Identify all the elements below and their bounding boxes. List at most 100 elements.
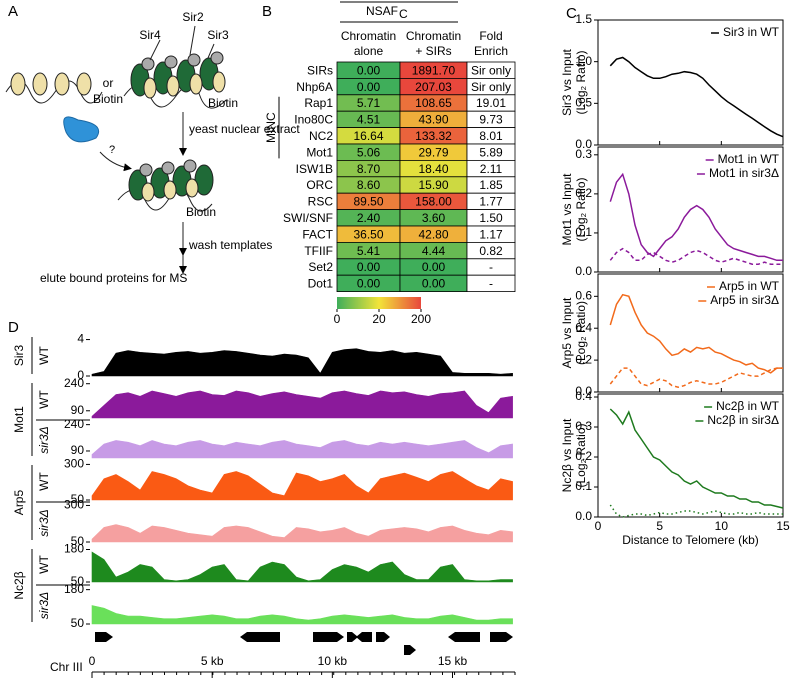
legend-label: Arp5 in sir3Δ — [710, 293, 779, 307]
legend-label: Sir3 in WT — [723, 25, 780, 39]
cell-value: 207.03 — [415, 80, 452, 94]
row-label: RSC — [308, 195, 334, 209]
y-tick-label: 240 — [64, 417, 84, 431]
y-tick-label: 0.1 — [575, 479, 592, 493]
cell-value: 8.60 — [357, 178, 381, 192]
group-label: Sir3 — [12, 345, 26, 367]
label: or — [103, 76, 114, 90]
label: ? — [109, 144, 115, 156]
cell-value: 18.40 — [418, 162, 448, 176]
group-label: Arp5 — [12, 490, 26, 516]
y-tick-label: 0.3 — [575, 419, 592, 433]
cell-value: 3.60 — [422, 211, 446, 225]
y-tick-label: 0.2 — [575, 186, 592, 200]
cell-value: 89.50 — [353, 195, 383, 209]
plot-frame — [597, 393, 784, 518]
panel-label: C — [566, 5, 577, 22]
track-area — [91, 348, 513, 377]
cell-value: 1891.70 — [412, 63, 456, 77]
series-line — [609, 56, 784, 138]
panel-label: B — [262, 3, 272, 20]
genotype-label: WT — [37, 472, 51, 491]
cell-value: - — [489, 277, 493, 291]
y-tick-label: 90 — [71, 443, 85, 457]
y-tick-label: 0.0 — [575, 264, 592, 278]
label: wash templates — [188, 238, 272, 252]
x-tick-label: 5 kb — [201, 654, 224, 668]
cell-value: 1.17 — [479, 227, 503, 241]
series-line — [609, 504, 783, 518]
row-label: TFIIF — [304, 244, 333, 258]
track-area — [91, 605, 513, 625]
y-tick-label: 300 — [64, 498, 84, 512]
y-axis-label: (Log₂ Ratio) — [574, 423, 588, 487]
cell-value: 1.50 — [479, 211, 503, 225]
label: elute bound proteins for MS — [40, 271, 187, 285]
series-line — [609, 367, 783, 388]
genotype-label: sir3Δ — [37, 592, 51, 619]
x-tick-label: 0 — [89, 654, 96, 668]
y-axis-label: Sir3 vs Input — [560, 48, 574, 115]
y-tick-label: 0.0 — [575, 384, 592, 398]
y-tick-label: 0.0 — [575, 137, 592, 151]
cell-value: 0.00 — [422, 260, 446, 274]
cell-value: 29.79 — [418, 145, 448, 159]
y-tick-label: 300 — [64, 457, 84, 471]
legend-label: Nc2β in sir3Δ — [707, 413, 779, 427]
group-label: Nc2β — [12, 571, 26, 599]
y-axis-label: (Log₂ Ratio) — [574, 50, 588, 114]
y-tick-label: 50 — [71, 534, 85, 548]
diagram-shapes — [5, 25, 227, 274]
row-label: SWI/SNF — [283, 211, 333, 225]
y-tick-label: 0.3 — [575, 147, 592, 161]
cell-value: Sir only — [471, 63, 511, 77]
plot-frame — [597, 146, 784, 273]
group-label: Mot1 — [12, 406, 26, 433]
x-tick-label: 15 — [776, 519, 790, 533]
label: Biotin — [208, 96, 238, 110]
cell-value: 1.77 — [479, 195, 503, 209]
y-tick-label: 0.6 — [575, 288, 592, 302]
row-label: Rap1 — [304, 96, 333, 110]
x-tick-label: 0 — [595, 519, 602, 533]
cell-value: 36.50 — [353, 227, 383, 241]
column-header: Fold — [479, 29, 502, 43]
group-label: MINC — [264, 112, 278, 143]
cell-value: 5.89 — [479, 145, 503, 159]
legend-label: Mot1 in sir3Δ — [709, 166, 779, 180]
label: Biotin — [186, 205, 216, 219]
y-tick-label: 0.4 — [575, 320, 592, 334]
cell-value: 158.00 — [415, 195, 452, 209]
series-line — [609, 247, 783, 265]
y-tick-label: 0.2 — [575, 449, 592, 463]
plot-frame — [597, 19, 784, 146]
cell-value: 9.73 — [479, 113, 503, 127]
y-tick-label: 240 — [64, 376, 84, 390]
cell-value: 4.51 — [357, 113, 381, 127]
genotype-label: WT — [37, 390, 51, 409]
y-tick-label: 0.2 — [575, 352, 592, 366]
gene-arrows — [95, 632, 513, 655]
cell-value: 0.82 — [479, 244, 503, 258]
cell-value: 0.00 — [422, 277, 446, 291]
x-tick-label: 5 — [656, 519, 663, 533]
genotype-label: WT — [37, 555, 51, 574]
y-tick-label: 50 — [71, 616, 85, 630]
series-line — [609, 172, 783, 262]
genotype-label: WT — [37, 346, 51, 365]
y-axis-label: Nc2β vs Input — [560, 418, 574, 492]
plot-frame — [597, 273, 784, 393]
table-header: NSAF — [366, 4, 398, 18]
x-axis-label: Chr III — [50, 660, 83, 674]
legend-label: Arp5 in WT — [719, 279, 780, 293]
y-tick-label: 90 — [71, 403, 85, 417]
column-header: alone — [354, 44, 384, 58]
y-axis-label: (Log₂ Ratio) — [574, 177, 588, 241]
cell-value: 0.00 — [357, 277, 381, 291]
x-tick-label: 10 kb — [318, 654, 348, 668]
cell-value: 2.11 — [480, 162, 503, 176]
track-area — [91, 551, 513, 583]
series-line — [609, 408, 784, 509]
y-tick-label: 180 — [64, 582, 84, 596]
